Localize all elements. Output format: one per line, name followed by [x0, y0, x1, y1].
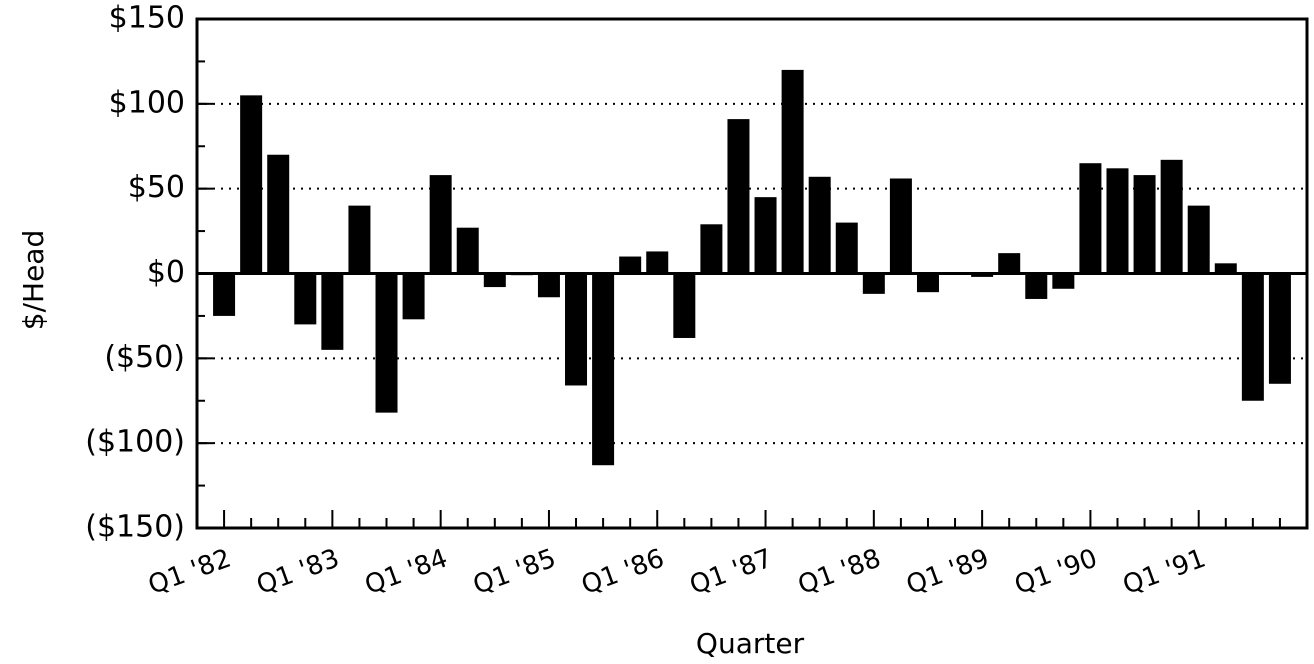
bar: [916, 273, 939, 293]
bar: [971, 273, 994, 277]
bar: [592, 273, 615, 466]
bar: [1079, 163, 1102, 274]
x-tick-label: Q1 '87: [686, 543, 777, 600]
bar: [1025, 273, 1048, 299]
y-tick-label: ($150): [85, 510, 185, 545]
x-tick-label: Q1 '89: [902, 543, 993, 600]
y-tick-label: ($100): [85, 425, 185, 460]
bar: [1133, 175, 1156, 274]
y-tick-label: ($50): [104, 340, 185, 375]
bar: [402, 273, 425, 320]
x-tick-label: Q1 '88: [794, 543, 885, 600]
y-tick-label: $150: [109, 1, 185, 36]
bar: [889, 178, 912, 274]
bar: [1268, 273, 1291, 384]
x-tick-label: Q1 '90: [1011, 543, 1102, 600]
bar: [835, 222, 858, 274]
x-tick-label: Q1 '86: [578, 543, 669, 600]
y-tick-label: $50: [128, 170, 185, 205]
bar: [1241, 273, 1264, 401]
bar: [510, 273, 533, 276]
bar: [781, 69, 804, 274]
x-tick-label: Q1 '85: [469, 543, 560, 600]
bar: [1160, 159, 1183, 274]
bar: [808, 176, 831, 274]
x-axis-title: Quarter: [696, 627, 805, 660]
bar: [1052, 273, 1075, 289]
y-tick-label: $0: [147, 255, 185, 290]
y-tick-label: $100: [109, 85, 185, 120]
bar: [375, 273, 398, 413]
bar: [348, 205, 371, 274]
x-tick-label: Q1 '91: [1119, 543, 1210, 600]
x-tick-label: Q1 '82: [144, 543, 235, 600]
bar: [565, 273, 588, 386]
bar: [862, 273, 885, 294]
plot-frame: [195, 17, 1309, 530]
bar: [321, 273, 344, 350]
bar: [537, 273, 560, 298]
bar: [456, 227, 479, 274]
bar: [1106, 168, 1129, 274]
bar: [1187, 205, 1210, 274]
bar: [754, 197, 777, 274]
bar: [700, 224, 723, 274]
bar: [944, 273, 967, 275]
x-tick-label: Q1 '83: [253, 543, 344, 600]
bar: [619, 256, 642, 274]
bar: [294, 273, 317, 325]
bar: [727, 119, 750, 274]
x-tick-label: Q1 '84: [361, 543, 452, 600]
bar: [673, 273, 696, 338]
bar: [483, 273, 506, 288]
bar: [429, 175, 452, 274]
bar: [240, 95, 263, 274]
bar: [1214, 263, 1237, 274]
bar: [998, 253, 1021, 274]
bar: [267, 154, 290, 274]
y-axis-title: $/Head: [17, 230, 50, 330]
bar: [213, 273, 236, 316]
bar: [646, 251, 669, 274]
